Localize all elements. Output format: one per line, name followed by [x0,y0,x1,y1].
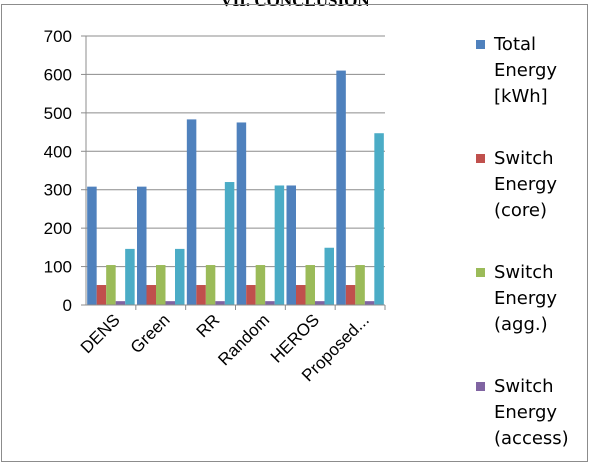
axes [85,36,386,310]
bar-3-rr [205,265,216,305]
legend-label: Switch [494,148,554,169]
bar-4-heros [315,301,325,305]
bar-1-random [236,122,247,305]
bars [87,70,384,305]
bar-5-heros [324,247,334,305]
bar-2-random [246,285,256,305]
gridlines [81,35,385,306]
legend-label: Switch [494,376,554,397]
bar-5-green [175,248,185,305]
bar-3-green [156,265,166,305]
y-tick-label: 600 [44,65,72,84]
legend-swatch [476,382,485,391]
y-tick-label: 0 [63,296,72,315]
legend-label: Total [493,34,536,55]
bar-1-rr [186,119,197,305]
x-tick-label: Green [127,310,174,357]
legend-label: (access) [494,428,569,449]
legend: TotalEnergy[kWh]SwitchEnergy(core)Switch… [476,34,569,449]
x-tick-label: RR [193,310,224,341]
bar-4-rr [215,301,225,305]
bar-1-dens [87,186,97,305]
bar-2-dens [96,285,107,305]
bar-4-proposed [364,301,375,305]
legend-label: Energy [494,60,557,81]
legend-entry: Switch Energy (core) [476,148,557,221]
legend-label: Energy [494,174,557,195]
bar-3-random [255,265,266,305]
bar-4-green [165,301,175,305]
legend-entry: Switch Energy (agg.) [476,262,557,335]
legend-label: [kWh] [494,86,548,107]
legend-swatch [476,268,485,277]
legend-swatch [476,154,485,163]
y-tick-label: 500 [44,104,72,123]
y-tick-label: 700 [44,27,72,46]
bar-4-dens [115,301,126,305]
bar-2-rr [196,285,206,305]
y-tick-labels: 0 100 200 300 400 500 600 700 [44,27,72,315]
legend-label: Switch [494,262,554,283]
bar-3-heros [305,265,315,305]
bar-3-proposed [355,265,365,305]
y-tick-label: 300 [44,181,72,200]
legend-label: Energy [494,402,557,423]
legend-label: Energy [494,288,557,309]
legend-label: (core) [494,200,547,221]
bar-1-green [137,186,147,305]
x-tick-labels: DENS Green RRRandomHEROSProposed... [77,310,373,385]
x-tick-label: Random [214,310,273,369]
chart-frame [1,4,588,462]
bar-2-heros [296,285,306,305]
y-tick-label: 400 [44,142,72,161]
bar-2-green [146,285,156,305]
bar-1-proposed [336,70,346,305]
section-heading: VII. CONCLUSION [220,0,370,10]
y-tick-label: 100 [44,258,72,277]
bar-2-proposed [345,285,356,305]
legend-entry: Total Energy [kWh] [476,34,557,107]
bar-5-proposed [374,133,384,305]
bar-5-rr [224,182,235,305]
legend-swatch [476,40,485,49]
bar-5-random [274,185,285,305]
y-tick-label: 200 [44,219,72,238]
x-tick-label: DENS [77,310,124,357]
bar-1-heros [286,185,296,305]
bar-5-dens [125,248,135,305]
bar-4-random [265,301,275,305]
bar-3-dens [106,265,116,305]
legend-label: (agg.) [494,314,548,335]
legend-entry: Switch Energy (access) [476,376,569,449]
